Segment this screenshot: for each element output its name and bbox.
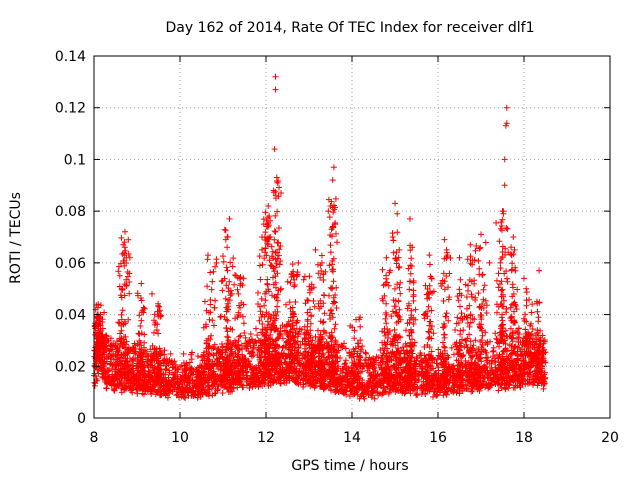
y-tick-label: 0.14	[55, 49, 86, 65]
y-tick-label: 0.04	[55, 308, 86, 324]
chart-title: Day 162 of 2014, Rate Of TEC Index for r…	[166, 20, 535, 36]
y-tick-label: 0.06	[55, 256, 86, 272]
x-tick-label: 16	[429, 430, 447, 446]
x-axis-label: GPS time / hours	[291, 458, 408, 474]
x-tick-label: 18	[515, 430, 533, 446]
y-tick-label: 0	[77, 411, 86, 427]
y-tick-label: 0.02	[55, 359, 86, 375]
axis-ticks: 0 0.02 0.04 0.06 0.08 0.1 0.12 0.14 8 10 12 14 16 18 2…	[55, 49, 619, 446]
y-tick-label: 0.1	[64, 152, 86, 168]
y-tick-label: 0.12	[55, 101, 86, 117]
x-tick-label: 12	[257, 430, 275, 446]
scatter-plus-markers	[91, 73, 549, 402]
x-tick-label: 10	[171, 430, 189, 446]
y-tick-label: 0.08	[55, 204, 86, 220]
x-tick-label: 8	[90, 430, 99, 446]
x-tick-label: 20	[601, 430, 619, 446]
y-axis-label: ROTI / TECUs	[8, 192, 24, 284]
data-points	[91, 73, 549, 402]
x-tick-label: 14	[343, 430, 361, 446]
